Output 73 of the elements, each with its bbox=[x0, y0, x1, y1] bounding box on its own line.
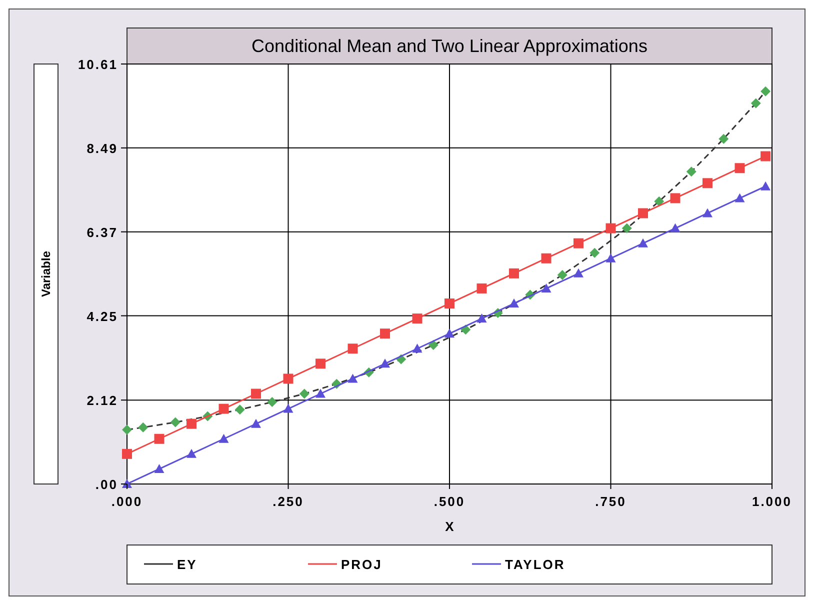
point bbox=[251, 418, 261, 428]
point bbox=[218, 404, 229, 414]
point bbox=[316, 388, 326, 398]
point bbox=[760, 151, 771, 162]
x-tick-label: 1.000 bbox=[752, 494, 792, 509]
point bbox=[476, 314, 487, 323]
point bbox=[606, 253, 616, 262]
point bbox=[138, 422, 148, 432]
legend-label: TAYLOR bbox=[505, 557, 566, 572]
point bbox=[734, 193, 745, 202]
x-tick-label: .250 bbox=[272, 494, 304, 509]
x-tick-label: .750 bbox=[595, 494, 626, 509]
point bbox=[574, 268, 584, 278]
point bbox=[154, 434, 164, 444]
x-tick-label: .000 bbox=[111, 494, 143, 509]
point bbox=[251, 388, 261, 399]
point bbox=[348, 374, 358, 383]
point bbox=[283, 374, 294, 384]
point bbox=[380, 358, 390, 368]
point bbox=[316, 358, 326, 369]
point bbox=[638, 208, 648, 218]
point bbox=[234, 404, 245, 415]
point bbox=[670, 223, 680, 232]
point bbox=[654, 196, 664, 206]
point bbox=[509, 268, 519, 278]
point bbox=[590, 248, 600, 258]
point bbox=[760, 86, 771, 96]
point bbox=[476, 283, 487, 294]
point bbox=[557, 270, 568, 280]
point bbox=[412, 314, 422, 324]
point bbox=[348, 344, 358, 354]
y-tick-label: .00 bbox=[95, 477, 118, 492]
point bbox=[444, 328, 454, 338]
point bbox=[186, 418, 196, 429]
point bbox=[170, 417, 180, 428]
y-tick-label: 6.37 bbox=[86, 224, 118, 240]
y-axis-title: Variable bbox=[39, 250, 53, 298]
point bbox=[122, 448, 132, 459]
point bbox=[380, 328, 390, 339]
y-tick-label: 2.12 bbox=[86, 393, 118, 408]
point bbox=[186, 448, 196, 458]
point bbox=[606, 223, 616, 234]
point bbox=[702, 178, 712, 188]
point bbox=[670, 193, 680, 204]
point bbox=[283, 404, 294, 413]
point bbox=[122, 424, 132, 435]
y-tick-label: 8.49 bbox=[86, 140, 118, 156]
chart-title: Conditional Mean and Two Linear Approximations bbox=[252, 36, 648, 56]
point bbox=[760, 181, 771, 190]
point bbox=[702, 208, 712, 218]
point bbox=[299, 388, 310, 399]
point bbox=[218, 434, 229, 443]
y-tick-label: 4.25 bbox=[86, 308, 118, 324]
point bbox=[444, 298, 454, 308]
legend-label: EY bbox=[177, 557, 198, 572]
y-tick-label: 10.61 bbox=[78, 57, 118, 72]
point bbox=[734, 163, 745, 174]
point bbox=[686, 166, 696, 177]
point bbox=[154, 464, 164, 473]
x-tick-label: .500 bbox=[434, 494, 466, 509]
point bbox=[750, 98, 761, 108]
legend-label: PROJ bbox=[341, 557, 382, 572]
point bbox=[541, 253, 552, 264]
point bbox=[622, 223, 632, 234]
point bbox=[541, 283, 552, 292]
point bbox=[718, 134, 729, 144]
point bbox=[574, 238, 584, 248]
point bbox=[267, 397, 278, 408]
point bbox=[412, 344, 422, 353]
x-axis-title: X bbox=[445, 519, 454, 534]
point bbox=[638, 238, 648, 248]
point bbox=[509, 298, 519, 308]
point bbox=[428, 340, 438, 350]
